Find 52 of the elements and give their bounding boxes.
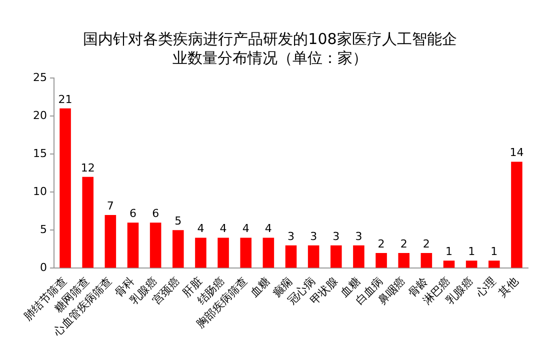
x-tick-label: 心理	[472, 274, 498, 300]
bar	[420, 253, 432, 268]
bar	[195, 238, 206, 268]
y-tick-label: 10	[32, 184, 47, 198]
bar	[488, 260, 500, 268]
data-label: 4	[220, 222, 227, 236]
bar	[376, 253, 387, 268]
data-label: 2	[400, 237, 408, 250]
chart-title: 国内针对各类疾病进行产品研发的108家医疗人工智能企业数量分布情况（单位：家）	[82, 30, 458, 68]
data-label: 2	[378, 237, 385, 250]
y-tick-label: 0	[40, 261, 47, 274]
bar	[353, 245, 364, 268]
x-tick-label: 其他	[496, 274, 521, 300]
x-tick-label: 血糖	[248, 274, 273, 300]
bar	[150, 222, 162, 268]
data-label: 3	[355, 230, 362, 243]
y-tick-label: 5	[40, 223, 47, 236]
bar	[285, 245, 297, 268]
data-label: 5	[174, 214, 182, 228]
bar	[443, 260, 455, 268]
bar	[308, 245, 320, 268]
bar	[262, 238, 274, 268]
data-label: 1	[468, 244, 476, 258]
bar	[466, 260, 478, 268]
y-tick-label: 20	[32, 108, 47, 122]
bar	[240, 238, 252, 268]
data-label: 3	[288, 230, 294, 243]
data-label: 4	[197, 222, 204, 236]
data-label: 1	[490, 244, 498, 258]
data-label: 2	[422, 237, 430, 250]
bar	[398, 253, 410, 268]
data-label: 12	[80, 161, 95, 174]
bar	[218, 238, 229, 268]
y-tick-label: 25	[32, 70, 47, 84]
bar	[104, 214, 116, 268]
data-label: 7	[106, 199, 114, 212]
y-tick-label: 15	[32, 146, 47, 160]
bar	[82, 176, 94, 268]
data-label: 6	[130, 206, 136, 220]
data-label: 14	[510, 146, 524, 160]
bar	[511, 162, 522, 268]
bar	[127, 222, 139, 268]
data-label: 3	[332, 230, 340, 243]
data-label: 4	[242, 222, 250, 236]
bar	[172, 230, 184, 268]
data-label: 4	[264, 222, 272, 236]
data-label: 1	[446, 244, 452, 258]
data-label: 6	[152, 206, 160, 220]
bar	[60, 108, 71, 268]
data-label: 3	[310, 230, 318, 243]
data-label: 21	[58, 92, 72, 106]
bar	[330, 245, 342, 268]
